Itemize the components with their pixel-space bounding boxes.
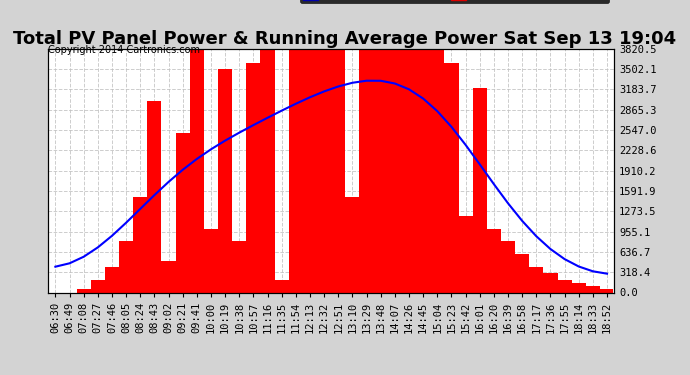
Bar [333, 49, 344, 292]
Bar [347, 197, 358, 292]
Bar [432, 49, 443, 292]
Bar [474, 88, 485, 292]
Bar [587, 286, 598, 292]
Bar [304, 49, 315, 292]
Bar [149, 101, 160, 292]
Bar [191, 49, 202, 292]
Bar [262, 49, 273, 292]
Bar [276, 280, 287, 292]
Bar [319, 49, 330, 292]
Bar [106, 267, 117, 292]
Legend: Average  (DC Watts), PV Panels  (DC Watts): Average (DC Watts), PV Panels (DC Watts) [299, 0, 609, 3]
Bar [361, 49, 372, 292]
Bar [389, 49, 400, 292]
Text: Copyright 2014 Cartronics.com: Copyright 2014 Cartronics.com [48, 45, 200, 55]
Bar [92, 280, 104, 292]
Bar [404, 49, 415, 292]
Bar [206, 229, 217, 292]
Bar [446, 63, 457, 292]
Bar [417, 49, 428, 292]
Bar [545, 273, 556, 292]
Bar [602, 289, 613, 292]
Bar [375, 49, 386, 292]
Bar [219, 69, 230, 292]
Bar [135, 197, 146, 292]
Text: Total PV Panel Power & Running Average Power Sat Sep 13 19:04: Total PV Panel Power & Running Average P… [13, 30, 677, 48]
Bar [248, 63, 259, 292]
Bar [290, 50, 302, 292]
Bar [177, 133, 188, 292]
Bar [531, 267, 542, 292]
Bar [517, 254, 528, 292]
Bar [573, 283, 584, 292]
Bar [234, 242, 245, 292]
Bar [163, 261, 174, 292]
Bar [78, 289, 89, 292]
Bar [460, 216, 471, 292]
Bar [121, 242, 132, 292]
Bar [489, 229, 500, 292]
Bar [559, 280, 570, 292]
Bar [502, 242, 513, 292]
